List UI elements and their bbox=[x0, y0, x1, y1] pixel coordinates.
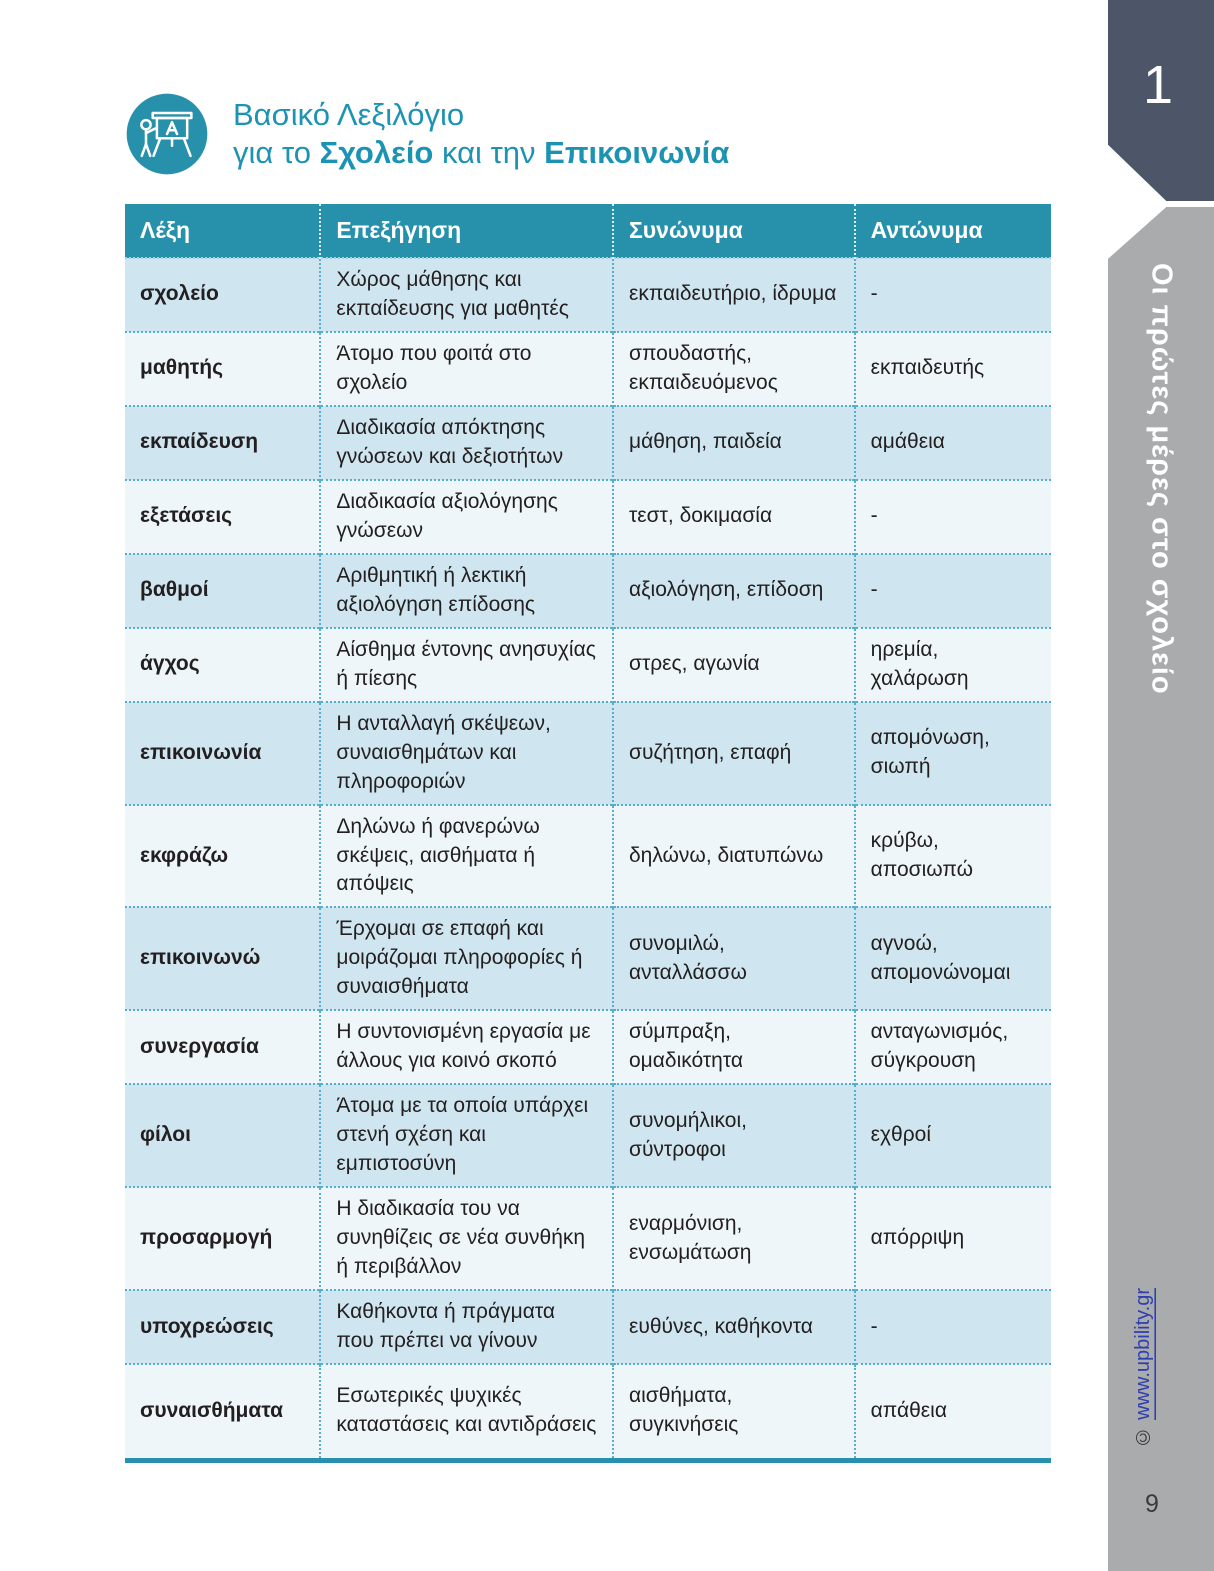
column-header-antonyms: Αντώνυμα bbox=[854, 204, 1051, 258]
word-cell: εκπαίδευση bbox=[125, 404, 322, 480]
table-header-row: Λέξη Επεξήγηση Συνώνυμα Αντώνυμα bbox=[125, 204, 1051, 258]
table-row: φίλοι Άτομα με τα οποία υπάρχει στενή σχ… bbox=[125, 1083, 1051, 1188]
title-line-2: για το Σχολείο και την Επικοινωνία bbox=[233, 135, 730, 171]
antonyms-cell: - bbox=[854, 1289, 1051, 1365]
presentation-board-icon bbox=[125, 92, 209, 176]
copyright-notice: © www.upbility.gr bbox=[1132, 1288, 1155, 1447]
title-line-1: Βασικό Λεξιλόγιο bbox=[233, 97, 465, 132]
word-cell: συναισθήματα bbox=[125, 1363, 322, 1461]
synonyms-cell: στρες, αγωνία bbox=[612, 626, 856, 702]
synonyms-cell: ευθύνες, καθήκοντα bbox=[612, 1289, 856, 1365]
vocabulary-table: Λέξη Επεξήγηση Συνώνυμα Αντώνυμα σχολείο… bbox=[125, 204, 1051, 1463]
synonyms-cell: αισθήματα, συγκινήσεις bbox=[612, 1363, 856, 1461]
antonyms-cell: κρύβω, αποσιωπώ bbox=[854, 803, 1051, 908]
section-number-tab: 1 bbox=[1108, 0, 1214, 201]
antonyms-cell: αμάθεια bbox=[854, 404, 1051, 480]
synonyms-cell: εναρμόνιση, ενσωμάτωση bbox=[612, 1186, 856, 1291]
section-sidebar: Οι πρώτες μέρες στο σχολείο © www.upbili… bbox=[1108, 207, 1214, 1571]
word-cell: επικοινωνία bbox=[125, 700, 322, 805]
word-cell: φίλοι bbox=[125, 1083, 322, 1188]
table-row: προσαρμογή Η διαδικασία του να συνηθίζει… bbox=[125, 1186, 1051, 1291]
antonyms-cell: - bbox=[854, 552, 1051, 628]
explanation-cell: Χώρος μάθησης και εκπαίδευσης για μαθητέ… bbox=[320, 257, 614, 332]
word-cell: μαθητής bbox=[125, 330, 322, 406]
antonyms-cell: - bbox=[854, 257, 1051, 332]
column-header-synonyms: Συνώνυμα bbox=[612, 204, 856, 258]
word-cell: εξετάσεις bbox=[125, 478, 322, 554]
copyright-symbol: © bbox=[1132, 1419, 1154, 1447]
explanation-cell: Διαδικασία απόκτησης γνώσεων και δεξιοτή… bbox=[320, 404, 614, 480]
main-content: Βασικό Λεξιλόγιο για το Σχολείο και την … bbox=[125, 88, 1051, 1463]
antonyms-cell: ανταγωνισμός, σύγκρουση bbox=[854, 1009, 1051, 1085]
page-title: Βασικό Λεξιλόγιο για το Σχολείο και την … bbox=[233, 88, 729, 172]
synonyms-cell: αξιολόγηση, επίδοση bbox=[612, 552, 856, 628]
word-cell: προσαρμογή bbox=[125, 1186, 322, 1291]
table-row: άγχος Αίσθημα έντονης ανησυχίας ή πίεσης… bbox=[125, 626, 1051, 702]
explanation-cell: Εσωτερικές ψυχικές καταστάσεις και αντιδ… bbox=[320, 1363, 614, 1461]
explanation-cell: Η συντονισμένη εργασία με άλλους για κοι… bbox=[320, 1009, 614, 1085]
explanation-cell: Καθήκοντα ή πράγματα που πρέπει να γίνου… bbox=[320, 1289, 614, 1365]
word-cell: βαθμοί bbox=[125, 552, 322, 628]
word-cell: άγχος bbox=[125, 626, 322, 702]
antonyms-cell: ηρεμία, χαλάρωση bbox=[854, 626, 1051, 702]
synonyms-cell: συνομήλικοι, σύντροφοι bbox=[612, 1083, 856, 1188]
upbility-link[interactable]: www.upbility.gr bbox=[1132, 1287, 1154, 1420]
page-number: 9 bbox=[1145, 1490, 1159, 1518]
table-row: συναισθήματα Εσωτερικές ψυχικές καταστάσ… bbox=[125, 1363, 1051, 1461]
synonyms-cell: σύμπραξη, ομαδικότητα bbox=[612, 1009, 856, 1085]
explanation-cell: Αίσθημα έντονης ανησυχίας ή πίεσης bbox=[320, 626, 614, 702]
synonyms-cell: εκπαιδευτήριο, ίδρυμα bbox=[612, 257, 856, 332]
table-row: μαθητής Άτομο που φοιτά στο σχολείο σπου… bbox=[125, 330, 1051, 406]
word-cell: επικοινωνώ bbox=[125, 906, 322, 1011]
column-header-explanation: Επεξήγηση bbox=[320, 204, 614, 258]
antonyms-cell: εκπαιδευτής bbox=[854, 330, 1051, 406]
synonyms-cell: δηλώνω, διατυπώνω bbox=[612, 803, 856, 908]
explanation-cell: Έρχομαι σε επαφή και μοιράζομαι πληροφορ… bbox=[320, 906, 614, 1011]
word-cell: εκφράζω bbox=[125, 803, 322, 908]
table-row: συνεργασία Η συντονισμένη εργασία με άλλ… bbox=[125, 1009, 1051, 1085]
section-number: 1 bbox=[1142, 55, 1174, 115]
antonyms-cell: αγνοώ, απομονώνομαι bbox=[854, 906, 1051, 1011]
antonyms-cell: απομόνωση, σιωπή bbox=[854, 700, 1051, 805]
antonyms-cell: - bbox=[854, 478, 1051, 554]
explanation-cell: Διαδικασία αξιολόγησης γνώσεων bbox=[320, 478, 614, 554]
document-header: Βασικό Λεξιλόγιο για το Σχολείο και την … bbox=[125, 88, 1051, 184]
antonyms-cell: εχθροί bbox=[854, 1083, 1051, 1188]
table-row: βαθμοί Αριθμητική ή λεκτική αξιολόγηση ε… bbox=[125, 552, 1051, 628]
table-row: εκφράζω Δηλώνω ή φανερώνω σκέψεις, αισθή… bbox=[125, 803, 1051, 908]
word-cell: σχολείο bbox=[125, 257, 322, 332]
explanation-cell: Άτομο που φοιτά στο σχολείο bbox=[320, 330, 614, 406]
antonyms-cell: απάθεια bbox=[854, 1363, 1051, 1461]
table-row: εξετάσεις Διαδικασία αξιολόγησης γνώσεων… bbox=[125, 478, 1051, 554]
table-row: επικοινωνώ Έρχομαι σε επαφή και μοιράζομ… bbox=[125, 906, 1051, 1011]
antonyms-cell: απόρριψη bbox=[854, 1186, 1051, 1291]
synonyms-cell: σπουδαστής, εκπαιδευόμενος bbox=[612, 330, 856, 406]
synonyms-cell: συνομιλώ, ανταλλάσσω bbox=[612, 906, 856, 1011]
table-row: σχολείο Χώρος μάθησης και εκπαίδευσης γι… bbox=[125, 257, 1051, 332]
explanation-cell: Η διαδικασία του να συνηθίζεις σε νέα συ… bbox=[320, 1186, 614, 1291]
explanation-cell: Η ανταλλαγή σκέψεων, συναισθημάτων και π… bbox=[320, 700, 614, 805]
column-header-word: Λέξη bbox=[125, 204, 322, 258]
explanation-cell: Δηλώνω ή φανερώνω σκέψεις, αισθήματα ή α… bbox=[320, 803, 614, 908]
synonyms-cell: τεστ, δοκιμασία bbox=[612, 478, 856, 554]
synonyms-cell: μάθηση, παιδεία bbox=[612, 404, 856, 480]
explanation-cell: Αριθμητική ή λεκτική αξιολόγηση επίδοσης bbox=[320, 552, 614, 628]
table-row: επικοινωνία Η ανταλλαγή σκέψεων, συναισθ… bbox=[125, 700, 1051, 805]
word-cell: υποχρεώσεις bbox=[125, 1289, 322, 1365]
table-row: υποχρεώσεις Καθήκοντα ή πράγματα που πρέ… bbox=[125, 1289, 1051, 1365]
word-cell: συνεργασία bbox=[125, 1009, 322, 1085]
vocab-table-body: σχολείο Χώρος μάθησης και εκπαίδευσης γι… bbox=[125, 257, 1051, 1461]
section-title-vertical: Οι πρώτες μέρες στο σχολείο bbox=[1145, 263, 1178, 695]
synonyms-cell: συζήτηση, επαφή bbox=[612, 700, 856, 805]
explanation-cell: Άτομα με τα οποία υπάρχει στενή σχέση κα… bbox=[320, 1083, 614, 1188]
table-row: εκπαίδευση Διαδικασία απόκτησης γνώσεων … bbox=[125, 404, 1051, 480]
